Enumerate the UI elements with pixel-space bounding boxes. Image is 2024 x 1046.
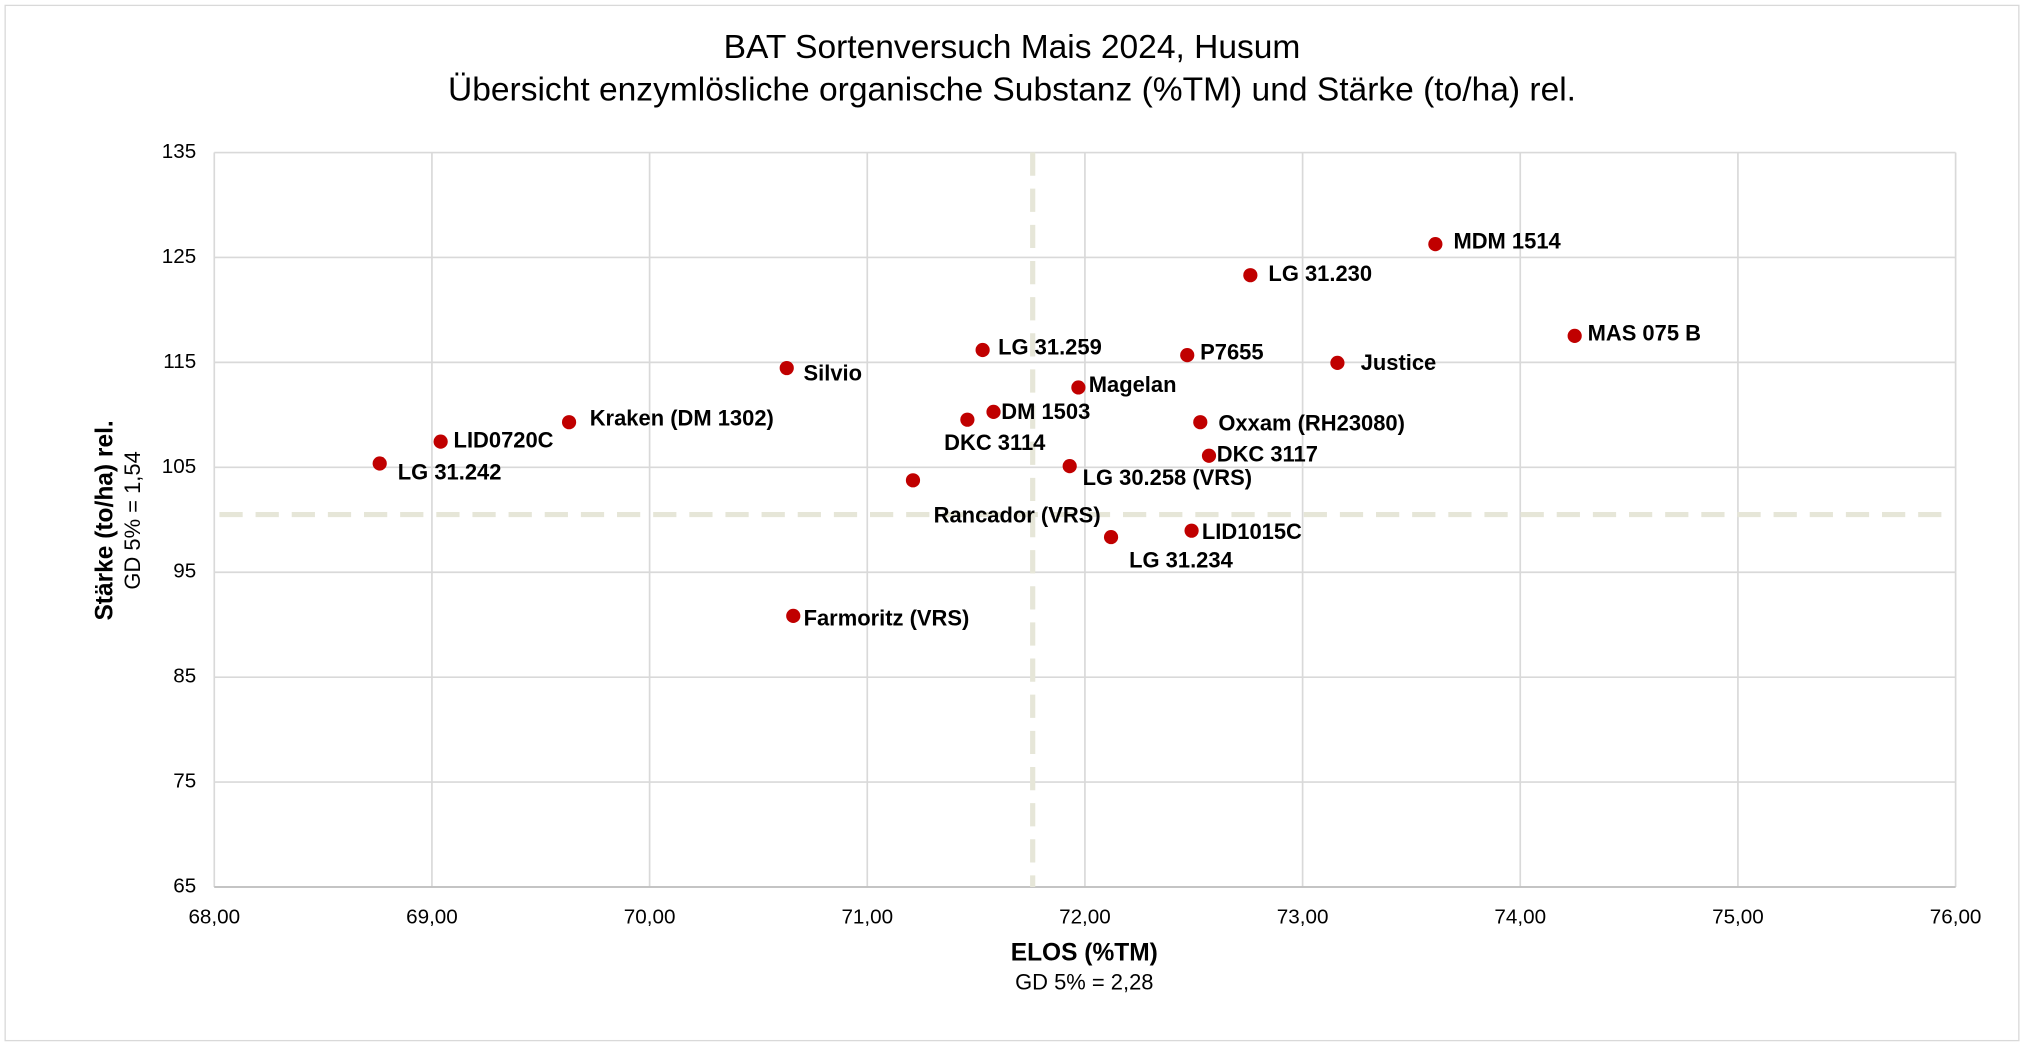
point-label: Rancador (VRS)	[934, 502, 1101, 527]
y-axis-note: GD 5% = 1,54	[120, 451, 145, 589]
point-label: LG 31.234	[1129, 547, 1233, 572]
y-tick-label: 125	[162, 245, 196, 268]
chart-title: BAT Sortenversuch Mais 2024, Husum	[724, 29, 1301, 66]
point	[975, 342, 990, 358]
point-label: LG 31.242	[398, 460, 502, 485]
point	[372, 456, 387, 471]
point-label: Farmoritz (VRS)	[804, 606, 970, 631]
point-label: LID0720C	[454, 427, 554, 452]
point	[433, 434, 448, 449]
point	[1330, 355, 1345, 371]
point	[779, 360, 794, 376]
chart-frame	[4, 4, 2020, 1042]
y-axis-title: Stärke (to/ha) rel.	[91, 420, 118, 620]
point-label: LID1015C	[1202, 519, 1302, 544]
x-tick-label: 71,00	[841, 905, 893, 928]
x-axis-title: ELOS (%TM)	[1011, 940, 1158, 967]
y-tick-label: 65	[173, 874, 196, 897]
point	[1201, 448, 1217, 463]
point-label: MDM 1514	[1453, 229, 1561, 254]
point-label: LG 30.258 (VRS)	[1083, 465, 1252, 490]
x-axis-note: GD 5% = 2,28	[1015, 970, 1153, 995]
point	[1243, 268, 1258, 283]
point-label: DKC 3117	[1217, 442, 1318, 467]
point-label: Oxxam (RH23080)	[1218, 411, 1405, 436]
point	[1184, 523, 1199, 538]
y-tick-label: 105	[162, 455, 196, 478]
x-tick-label: 73,00	[1277, 905, 1329, 928]
point	[1062, 459, 1077, 474]
point	[1567, 328, 1582, 343]
point	[1103, 529, 1119, 545]
point-label: LG 31.230	[1268, 261, 1372, 286]
x-tick-label: 68,00	[188, 905, 240, 928]
point	[960, 412, 975, 427]
point-label: Magelan	[1089, 372, 1177, 397]
point	[1180, 348, 1195, 363]
point	[561, 415, 577, 430]
point	[786, 608, 801, 623]
point-label: Silvio	[804, 360, 863, 385]
y-tick-label: 95	[173, 560, 196, 583]
x-tick-label: 74,00	[1494, 905, 1546, 928]
point-label: P7655	[1200, 340, 1263, 365]
x-tick-label: 70,00	[624, 905, 676, 928]
x-tick-label: 75,00	[1712, 905, 1764, 928]
x-tick-label: 76,00	[1930, 905, 1982, 928]
y-tick-label: 115	[163, 350, 196, 373]
point	[1428, 237, 1443, 252]
point	[1071, 380, 1086, 395]
y-tick-label: 75	[173, 770, 196, 793]
point	[905, 473, 921, 488]
point-label: Justice	[1361, 350, 1437, 375]
y-tick-label: 135	[162, 140, 196, 163]
point-label: LG 31.259	[998, 335, 1102, 360]
point-label: DKC 3114	[944, 430, 1046, 455]
y-tick-label: 85	[173, 665, 196, 688]
x-tick-label: 72,00	[1059, 905, 1111, 928]
point	[1193, 415, 1208, 430]
point	[986, 404, 1001, 420]
chart-subtitle: Übersicht enzymlösliche organische Subst…	[448, 72, 1576, 109]
point-label: DM 1503	[1001, 399, 1090, 424]
point-label: MAS 075 B	[1588, 320, 1701, 345]
x-tick-label: 69,00	[406, 905, 458, 928]
point-label: Kraken (DM 1302)	[590, 405, 774, 430]
